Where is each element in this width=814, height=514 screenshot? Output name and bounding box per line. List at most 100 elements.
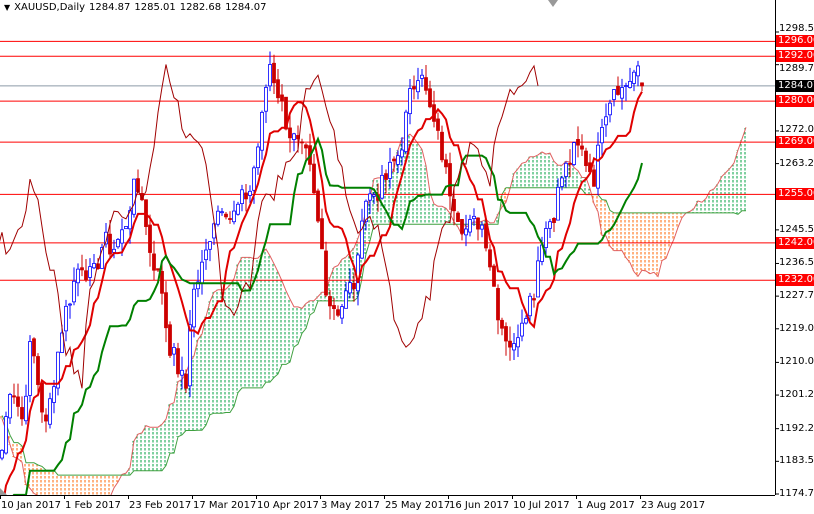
cloud-bull-segment [208,301,212,415]
cloud-bear-segment [596,194,600,212]
cloud-bull-segment [428,192,432,225]
bear-candle [276,79,280,99]
bull-candle [520,322,524,337]
bear-candle [228,218,232,220]
bull-candle [68,303,72,306]
bull-candle [72,280,76,303]
bear-candle [412,86,416,90]
time-tick-label: 1 Aug 2017 [577,500,635,511]
cloud-bull-segment [344,257,348,301]
triangle-down-icon[interactable]: ▼ [4,3,11,12]
bull-candle [120,229,124,244]
bull-candle [116,239,120,248]
cloud-bull-segment [700,202,704,213]
bull-candle [248,190,252,196]
cloud-bull-segment [524,162,528,188]
bull-candle [60,332,64,353]
bull-candle [572,142,576,165]
bear-candle [176,348,180,375]
price-tick-label: 1210.00 [779,356,814,368]
cloud-bear-segment [656,212,660,277]
cloud-bear-segment [44,470,48,495]
bull-candle [528,295,532,317]
symbol-label: XAUUSD,Daily [14,2,86,13]
cloud-bull-segment [216,289,220,414]
cloud-bull-segment [292,306,296,347]
cloud-bull-segment [496,214,500,225]
bear-candle [508,340,512,348]
cloud-bull-segment [576,170,580,188]
cloud-bull-segment [184,373,188,431]
cloud-bear-segment [96,475,100,495]
cloud-bull-segment [380,177,384,225]
cloud-bull-segment [696,200,700,213]
cloud-bear-segment [644,212,648,272]
bull-candle [344,290,348,309]
cloud-bear-segment [616,212,620,251]
cloud-bull-segment [228,284,232,413]
low-value: 1282.68 [179,2,222,13]
price-tick-label: 1236.50 [779,257,814,269]
bull-candle [636,65,640,77]
bull-candle [0,449,4,459]
bear-candle [80,267,84,271]
bull-candle [536,260,540,298]
cloud-bear-segment [64,475,68,495]
kijun-sen-line [12,136,643,495]
bear-candle [452,198,456,212]
bull-candle [48,398,52,425]
cloud-bull-segment [364,210,368,254]
cloud-bear-segment [664,212,668,259]
cloud-bull-segment [556,165,560,188]
cloud-bull-segment [744,127,748,211]
price-tick-label: 1272.00 [779,123,814,135]
senkou-span-a-line [1,127,747,495]
bull-candle [624,85,628,87]
bull-candle [468,219,472,233]
bear-candle [576,139,580,146]
bear-candle [428,88,432,108]
cloud-bear-segment [112,475,116,488]
cloud-bear-segment [680,212,684,218]
bull-candle [260,111,264,151]
bear-candle [148,224,152,253]
bear-candle [156,268,160,271]
cloud-bear-segment [84,475,88,495]
cloud-bull-segment [304,303,308,329]
cloud-bull-segment [240,257,244,388]
cloud-bear-segment [612,212,616,251]
cloud-bear-segment [88,475,92,495]
level-label-1280.00: 1280.00 [776,95,814,108]
cloud-bull-segment [552,161,556,188]
bull-candle [8,394,12,419]
bear-candle [476,217,480,230]
cloud-bull-segment [732,162,736,213]
cloud-bull-segment [264,249,268,383]
bear-candle [488,249,492,268]
cloud-bear-segment [676,212,680,228]
cloud-bull-segment [444,208,448,225]
bull-candle [368,193,372,201]
bear-candle [280,94,284,102]
price-tick-label: 1201.25 [779,389,814,401]
bull-candle [236,203,240,215]
cloud-bull-segment [432,203,436,225]
bear-candle [320,218,324,250]
bear-candle [616,85,620,95]
bull-candle [396,155,400,165]
open-value: 1284.87 [89,2,131,13]
level-label-1269.00: 1269.00 [776,136,814,149]
cloud-bear-segment [24,462,28,485]
cloud-bull-segment [288,299,292,363]
cloud-bull-segment [320,292,324,301]
bull-candle [52,386,56,403]
cloud-bear-segment [100,475,104,495]
cloud-bull-segment [128,467,132,476]
cloud-bull-segment [520,163,524,188]
bear-candle [532,298,536,301]
bull-candle [4,416,8,454]
cloud-bear-segment [640,212,644,271]
cloud-bull-segment [124,473,128,476]
